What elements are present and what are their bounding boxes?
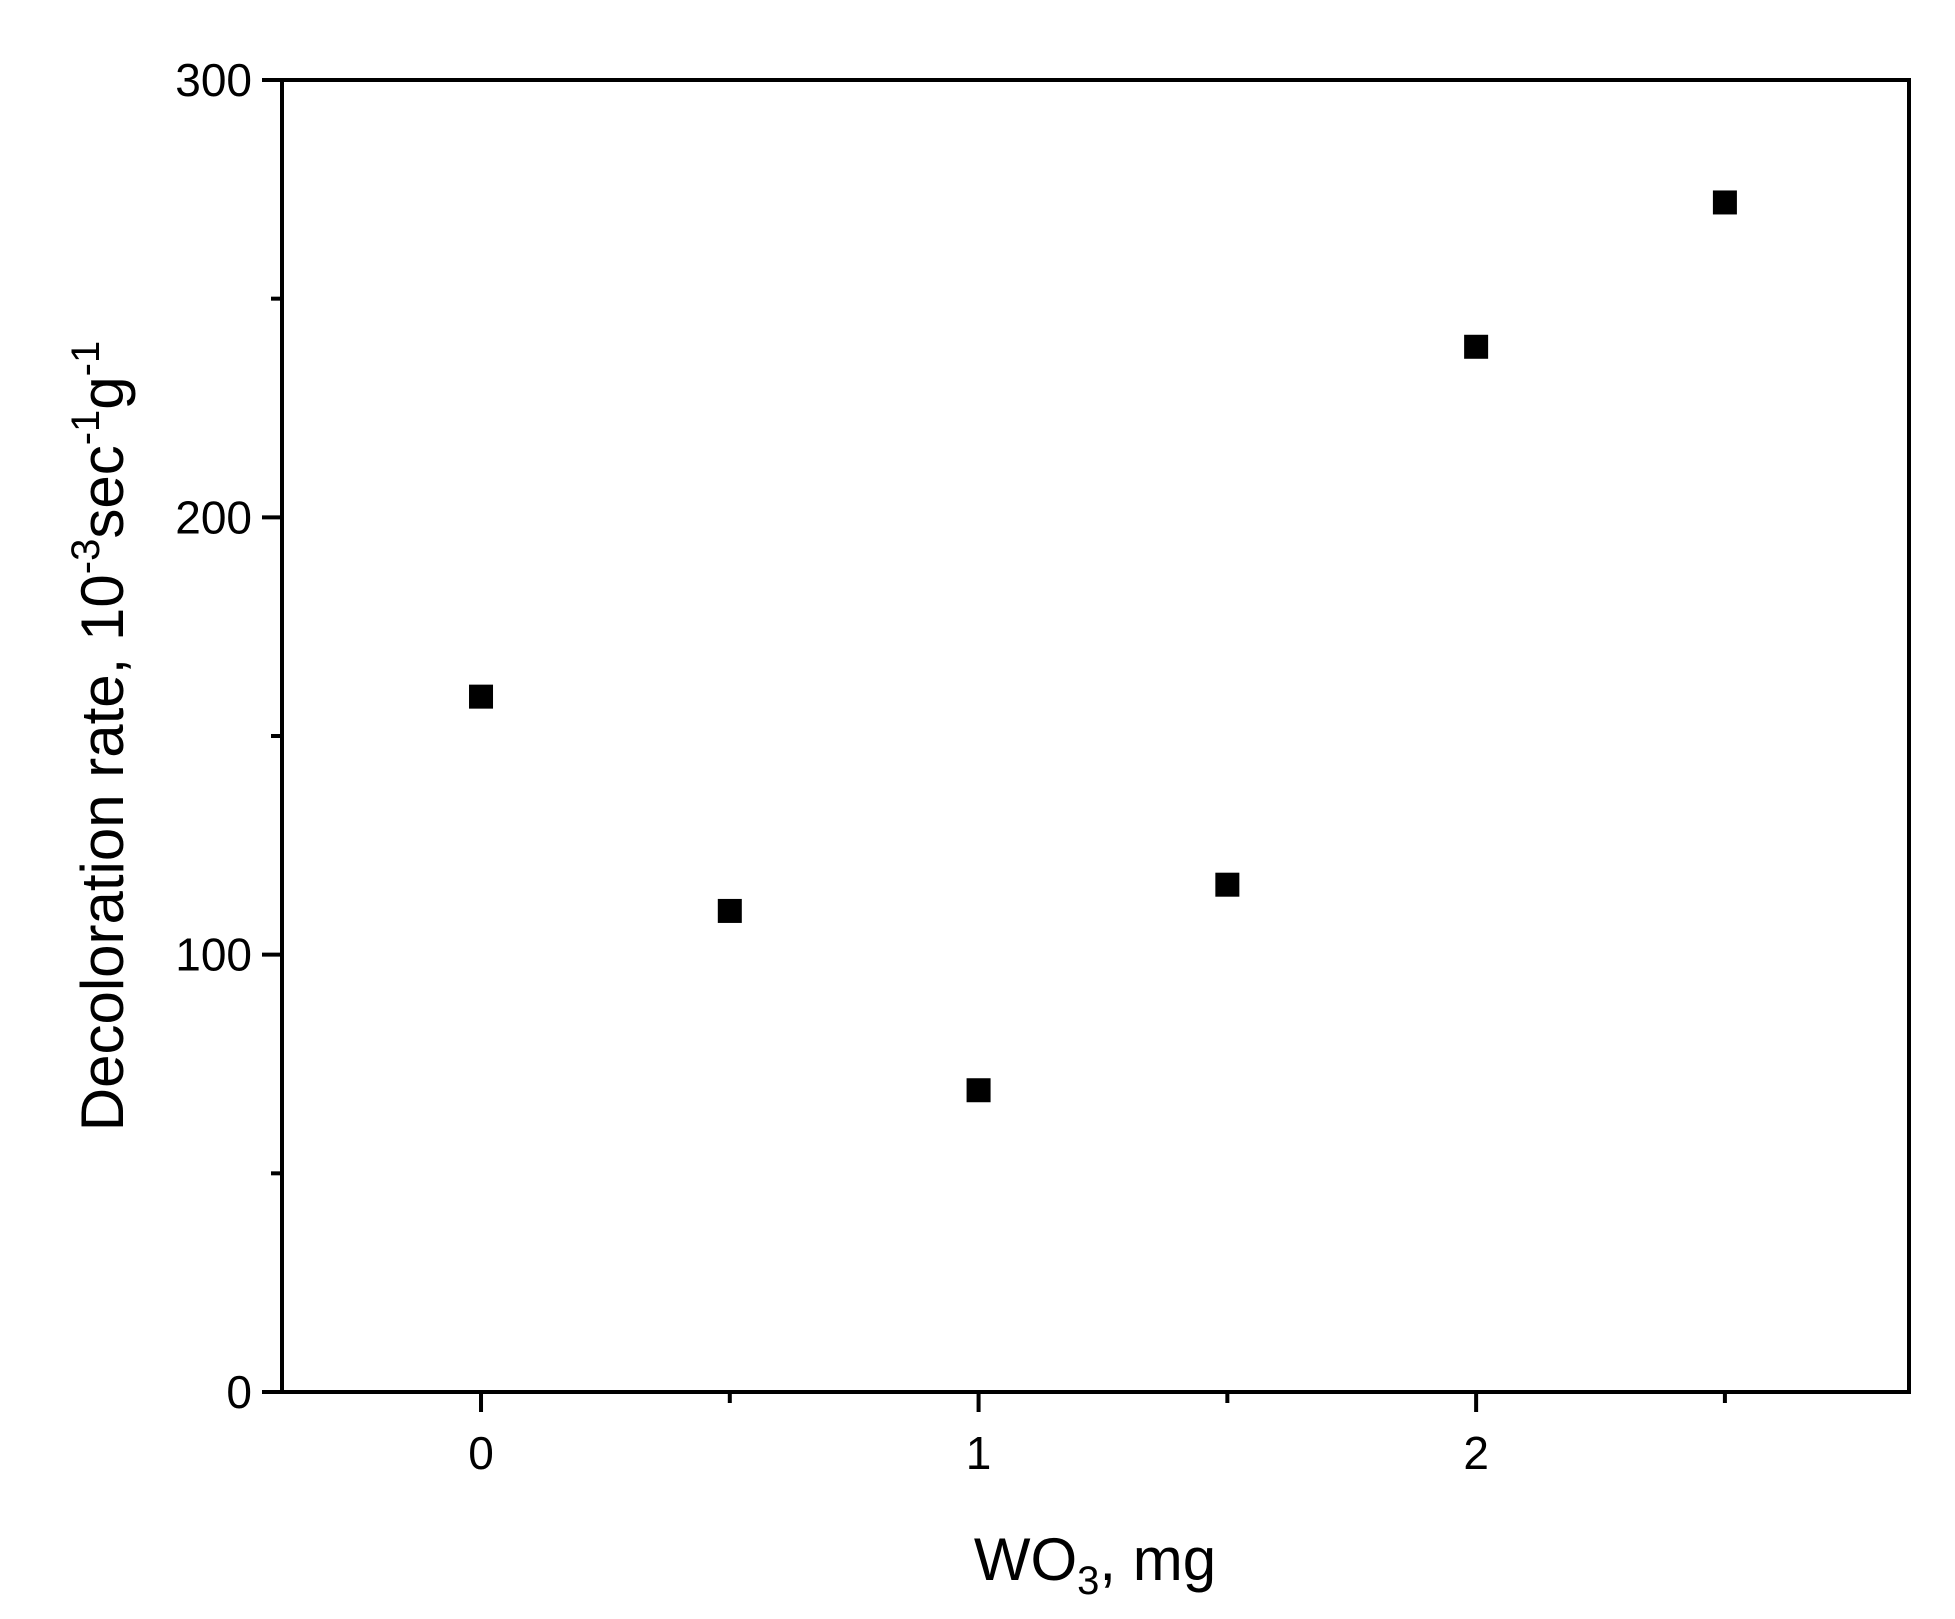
data-point bbox=[1712, 190, 1737, 215]
x-axis-title-subscript: 3 bbox=[1077, 1559, 1099, 1603]
x-tick-label: 0 bbox=[468, 1427, 494, 1479]
y-tick-label: 300 bbox=[175, 54, 252, 106]
plot-frame bbox=[280, 78, 1911, 1394]
y-axis-tick-labels: 0 100 200 300 bbox=[175, 54, 252, 1418]
y-tick-label: 200 bbox=[175, 491, 252, 543]
data-points bbox=[469, 190, 1737, 1103]
data-point bbox=[966, 1078, 991, 1103]
data-point bbox=[1464, 334, 1489, 359]
x-axis-title: WO3, mg bbox=[974, 1526, 1216, 1603]
x-tick-label: 1 bbox=[966, 1427, 992, 1479]
x-axis-tick-labels: 0 1 2 bbox=[468, 1427, 1489, 1479]
x-axis-ticks bbox=[479, 1392, 1727, 1412]
y-tick-label: 0 bbox=[226, 1366, 252, 1418]
data-point bbox=[469, 684, 494, 709]
y-tick-label: 100 bbox=[175, 929, 252, 981]
data-point bbox=[717, 898, 742, 923]
y-axis-title: Decoloration rate, 10-3sec-1g-1 bbox=[64, 341, 136, 1131]
data-point bbox=[1215, 872, 1240, 897]
x-tick-label: 2 bbox=[1463, 1427, 1489, 1479]
y-axis-ticks bbox=[262, 78, 282, 1394]
